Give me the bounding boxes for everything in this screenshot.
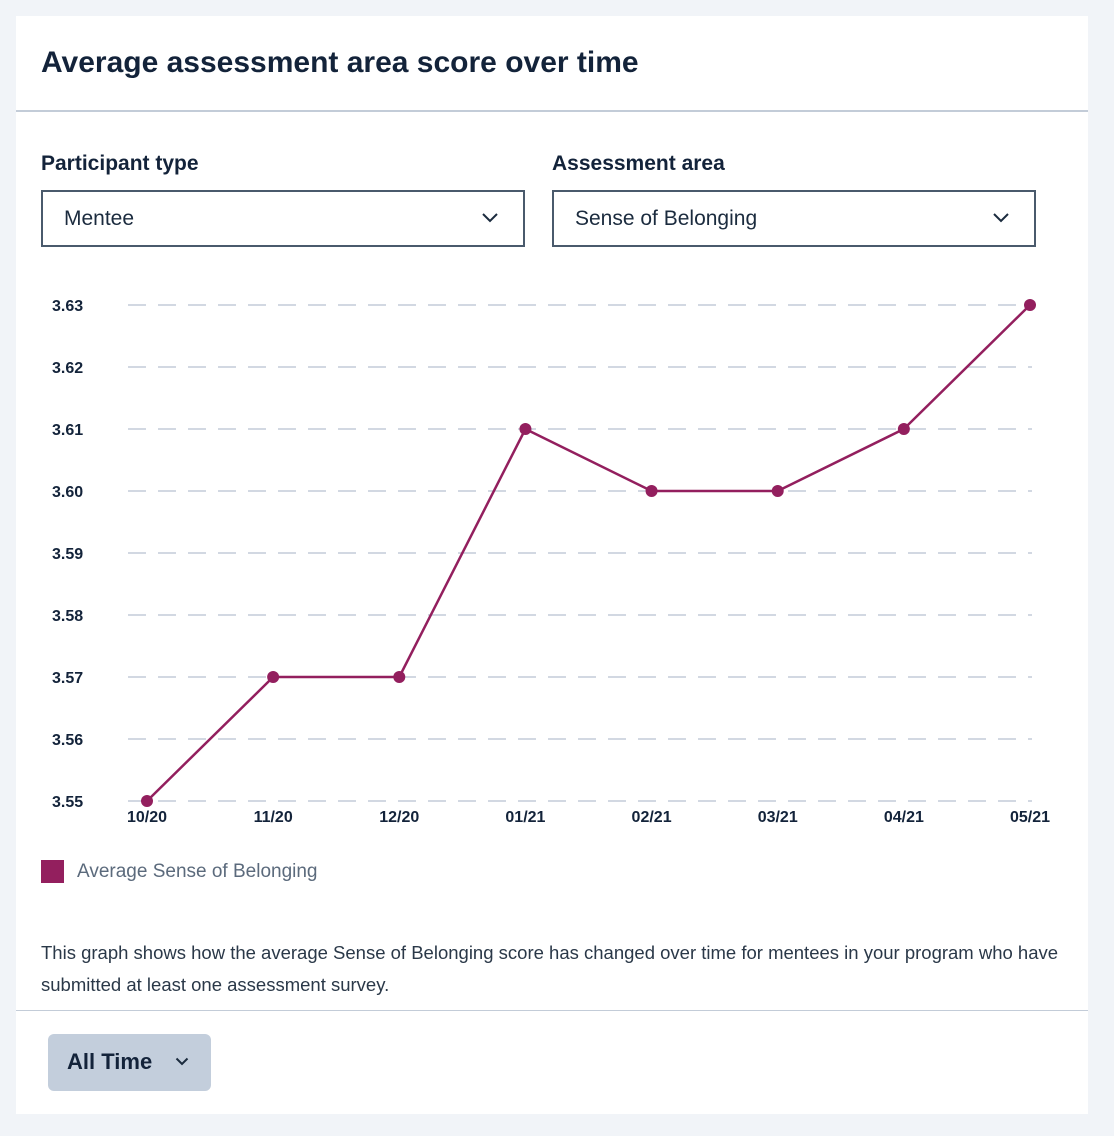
assessment-area-select[interactable]: Sense of Belonging: [552, 190, 1036, 247]
x-tick-label: 04/21: [884, 809, 924, 826]
data-point: [141, 795, 153, 807]
time-range-label: All Time: [67, 1049, 153, 1074]
chevron-down-icon: [993, 213, 1009, 223]
line-chart: 3.55 3.56 3.57 3.58 3.59 3.60 3.61 3.62 3.63 10/2…: [52, 298, 1050, 826]
series-line: [146, 304, 1031, 802]
card-title: Average assessment area score over time: [41, 46, 639, 79]
data-point: [771, 485, 784, 497]
y-tick-label: 3.56: [52, 732, 83, 749]
y-tick-label: 3.60: [52, 484, 83, 501]
x-tick-label: 05/21: [1010, 809, 1050, 826]
legend-swatch: [41, 860, 64, 883]
data-point: [645, 485, 658, 497]
assessment-area-label: Assessment area: [552, 152, 725, 175]
chart-card: Average assessment area score over time …: [16, 16, 1088, 1114]
participant-type-label: Participant type: [41, 152, 199, 175]
y-tick-label: 3.61: [52, 422, 83, 439]
x-tick-label: 03/21: [758, 809, 798, 826]
data-point: [519, 423, 532, 435]
y-tick-label: 3.58: [52, 608, 83, 625]
chevron-down-icon: [482, 213, 498, 223]
data-point: [393, 671, 406, 683]
y-tick-label: 3.57: [52, 670, 83, 687]
legend-label: Average Sense of Belonging: [77, 861, 318, 882]
data-point: [1024, 299, 1036, 311]
y-tick-label: 3.55: [52, 794, 83, 811]
x-tick-label: 11/20: [254, 809, 293, 826]
y-tick-label: 3.62: [52, 360, 83, 377]
time-range-dropdown[interactable]: All Time: [48, 1034, 211, 1091]
x-tick-label: 10/20: [127, 809, 167, 826]
data-point: [267, 671, 280, 683]
y-tick-label: 3.59: [52, 546, 83, 563]
y-tick-label: 3.63: [52, 298, 83, 315]
x-tick-label: 01/21: [505, 809, 545, 826]
x-tick-label: 12/20: [379, 809, 419, 826]
card-header: Average assessment area score over time: [16, 16, 1088, 112]
data-point: [897, 423, 910, 435]
chart-description: This graph shows how the average Sense o…: [41, 942, 1059, 995]
participant-type-value: Mentee: [64, 207, 135, 230]
chevron-down-icon: [175, 1057, 189, 1066]
x-tick-label: 02/21: [632, 809, 672, 826]
participant-type-select[interactable]: Mentee: [41, 190, 525, 247]
assessment-area-value: Sense of Belonging: [575, 207, 758, 230]
footer-divider: [16, 1010, 1088, 1011]
